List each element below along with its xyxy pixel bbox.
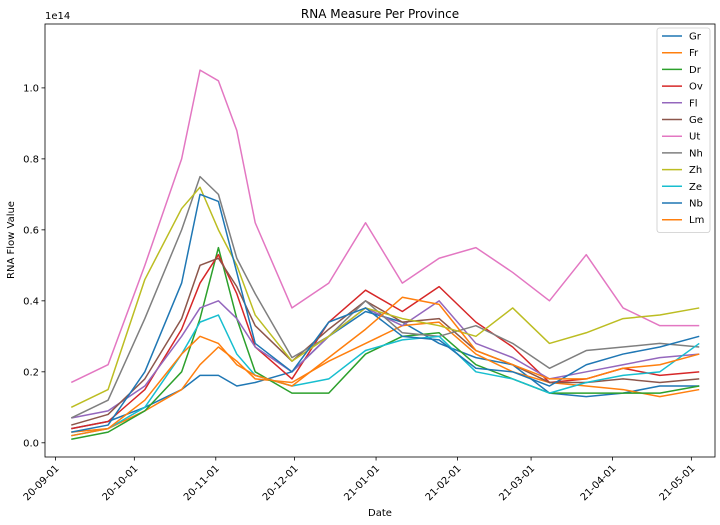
legend-box [656, 27, 711, 233]
legend: Gr Fr Dr Ov Fl Ge Ut Nh Zh Ze Nb Lm [656, 27, 711, 233]
plot-area [45, 24, 715, 457]
legend-label-ze: Ze [689, 182, 702, 193]
legend-label-lm: Lm [689, 215, 704, 226]
y-tick-label: 0.2 [23, 367, 39, 378]
y-tick-label: 1.0 [23, 83, 39, 94]
plot-frame [44, 23, 716, 458]
legend-label-gr: Gr [689, 32, 702, 43]
x-axis-label: Date [368, 508, 392, 519]
legend-label-dr: Dr [689, 65, 702, 76]
series-line-dr [71, 246, 700, 440]
series-line-fr [71, 321, 700, 433]
legend-label-zh: Zh [689, 165, 702, 176]
legend-label-nb: Nb [689, 199, 703, 210]
y-tick-label: 0.6 [23, 225, 39, 236]
legend-label-fl: Fl [689, 98, 698, 109]
y-axis-label: RNA Flow Value [6, 201, 17, 279]
y-axis: 0.0 0.2 0.4 0.6 0.8 1.0 [23, 83, 45, 449]
legend-label-ut: Ut [689, 132, 700, 143]
legend-label-fr: Fr [689, 48, 699, 59]
series-line-lm [71, 296, 700, 437]
series-line-nb [71, 193, 700, 433]
series-layer [70, 69, 700, 440]
chart-title: RNA Measure Per Province [301, 7, 459, 21]
series-line-ut [70, 69, 700, 384]
series-line-nh [70, 175, 700, 419]
legend-label-ge: Ge [689, 115, 703, 126]
legend-label-ov: Ov [689, 82, 703, 93]
y-tick-label: 0.8 [23, 154, 39, 165]
y-offset-label: 1e14 [45, 11, 70, 22]
series-line-ze [71, 314, 700, 437]
y-tick-label: 0.0 [23, 438, 39, 449]
legend-label-nh: Nh [689, 148, 703, 159]
series-line-gr [71, 310, 700, 430]
series-line-zh [70, 186, 700, 408]
y-tick-label: 0.4 [23, 296, 39, 307]
